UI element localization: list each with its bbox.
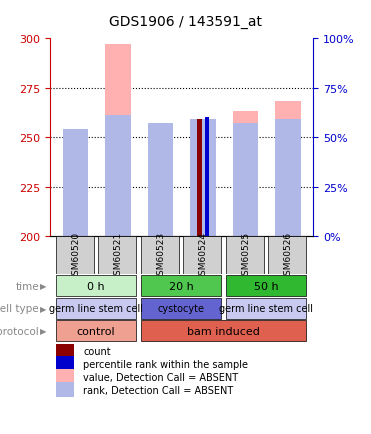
Text: protocol: protocol — [0, 326, 39, 336]
Bar — [275, 102, 301, 237]
Bar — [205, 118, 209, 237]
Text: germ line stem cell: germ line stem cell — [219, 304, 313, 313]
Bar — [56, 343, 74, 359]
Bar — [197, 120, 201, 237]
Text: GSM60526: GSM60526 — [283, 231, 292, 280]
Text: rank, Detection Call = ABSENT: rank, Detection Call = ABSENT — [83, 385, 233, 395]
Bar — [141, 321, 306, 342]
Text: GSM60525: GSM60525 — [241, 231, 250, 280]
Bar — [190, 120, 216, 237]
Bar — [183, 237, 221, 274]
Text: count: count — [83, 346, 111, 356]
Bar — [275, 120, 301, 237]
Bar — [98, 237, 136, 274]
Text: ▶: ▶ — [40, 327, 46, 335]
Bar — [56, 298, 136, 319]
Bar — [56, 276, 136, 296]
Bar — [105, 116, 131, 237]
Text: GSM60521: GSM60521 — [114, 231, 122, 280]
Bar — [63, 211, 89, 237]
Bar — [233, 124, 259, 237]
Text: germ line stem cell: germ line stem cell — [49, 304, 143, 313]
Bar — [226, 237, 264, 274]
Text: time: time — [15, 281, 39, 291]
Bar — [56, 356, 74, 372]
Bar — [233, 112, 259, 237]
Bar — [56, 321, 136, 342]
Bar — [148, 124, 174, 237]
Text: ▶: ▶ — [40, 304, 46, 313]
Bar — [141, 276, 221, 296]
Bar — [226, 298, 306, 319]
Text: 0 h: 0 h — [87, 281, 105, 291]
Bar — [105, 45, 131, 237]
Text: cell type: cell type — [0, 304, 39, 313]
Text: GSM60524: GSM60524 — [198, 231, 207, 280]
Text: percentile rank within the sample: percentile rank within the sample — [83, 359, 248, 369]
Bar — [268, 237, 306, 274]
Text: cystocyte: cystocyte — [157, 304, 204, 313]
Text: GSM60520: GSM60520 — [71, 231, 80, 280]
Bar — [190, 120, 216, 237]
Bar — [148, 124, 174, 237]
Bar — [56, 237, 94, 274]
Bar — [56, 369, 74, 385]
Bar — [226, 276, 306, 296]
Text: control: control — [77, 326, 115, 336]
Bar — [141, 298, 221, 319]
Bar — [63, 130, 89, 237]
Text: bam induced: bam induced — [187, 326, 260, 336]
Text: ▶: ▶ — [40, 282, 46, 290]
Text: GSM60523: GSM60523 — [156, 231, 165, 280]
Text: value, Detection Call = ABSENT: value, Detection Call = ABSENT — [83, 372, 238, 382]
Text: 20 h: 20 h — [168, 281, 193, 291]
Text: GDS1906 / 143591_at: GDS1906 / 143591_at — [109, 15, 262, 29]
Bar — [141, 237, 179, 274]
Bar — [56, 382, 74, 398]
Text: 50 h: 50 h — [254, 281, 278, 291]
